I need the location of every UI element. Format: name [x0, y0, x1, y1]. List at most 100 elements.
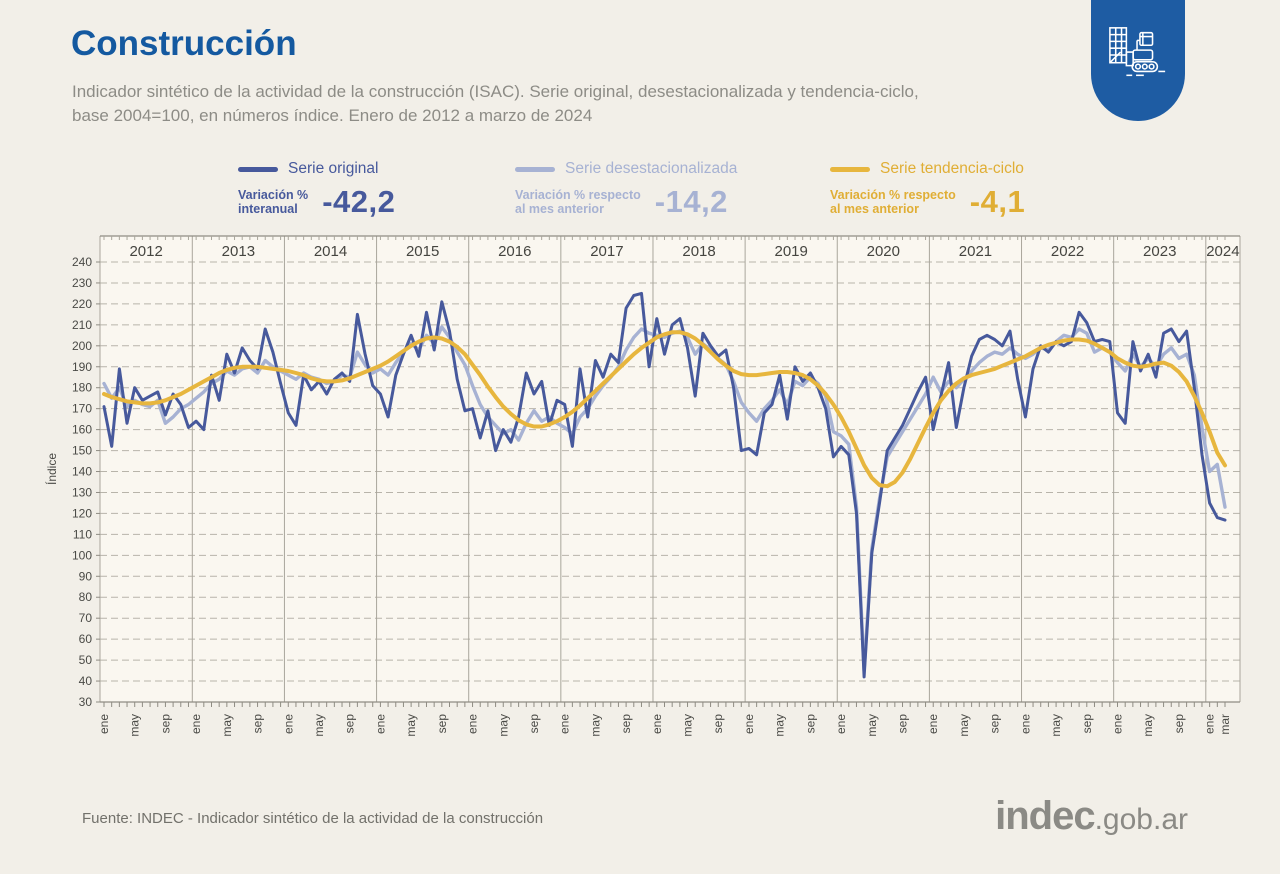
year-label: 2019: [775, 243, 808, 260]
x-tick-label: ene: [189, 714, 203, 734]
x-tick-label: sep: [343, 714, 357, 734]
indec-logo: indec .gob.ar: [995, 794, 1188, 839]
y-tick-label: 70: [79, 611, 93, 625]
x-tick-label: ene: [650, 714, 664, 734]
y-tick-label: 230: [72, 276, 92, 290]
x-tick-label: may: [312, 714, 326, 737]
x-tick-label: ene: [926, 714, 940, 734]
y-tick-label: 170: [72, 402, 92, 416]
year-label: 2018: [682, 243, 715, 260]
y-tick-label: 100: [72, 548, 92, 562]
serie-desestacionalizada-label: Serie desestacionalizada: [565, 160, 738, 177]
indec-logo-text: indec: [995, 794, 1095, 838]
x-tick-label: sep: [1172, 714, 1186, 734]
x-tick-label: ene: [97, 714, 111, 734]
x-tick-label: ene: [742, 714, 756, 734]
indec-domain-suffix: .gob.ar: [1094, 803, 1188, 836]
serie-desestacionalizada-metric-label: Variación % respecto al mes anterior: [515, 188, 641, 216]
serie-tendencia-ciclo-metric-label: Variación % respecto al mes anterior: [830, 188, 956, 216]
serie-tendencia-ciclo-swatch: [830, 166, 870, 172]
year-label: 2014: [314, 243, 347, 260]
year-label: 2017: [590, 243, 623, 260]
y-tick-label: 150: [72, 444, 92, 458]
y-tick-label: 180: [72, 381, 92, 395]
source-note: Fuente: INDEC - Indicador sintético de l…: [82, 810, 544, 827]
x-tick-label: ene: [281, 714, 295, 734]
y-tick-label: 110: [73, 527, 92, 541]
y-tick-label: 220: [72, 297, 92, 311]
subtitle-line-1: Indicador sintético de la actividad de l…: [72, 82, 919, 101]
x-tick-label: may: [128, 714, 142, 737]
plot-area: [100, 236, 1240, 702]
y-tick-label: 40: [79, 674, 93, 688]
y-tick-label: 160: [72, 423, 92, 437]
y-tick-label: 200: [72, 339, 92, 353]
legend-serie-original: Serie original Variación % interanual -4…: [238, 160, 508, 220]
x-tick-label: sep: [896, 714, 910, 734]
x-tick-label: may: [220, 714, 234, 737]
x-tick-label: sep: [527, 714, 541, 734]
x-tick-label: ene: [1203, 714, 1217, 734]
x-tick-label: ene: [834, 714, 848, 734]
serie-tendencia-ciclo-variation-value: -4,1: [969, 184, 1026, 219]
series-line-original: [102, 291, 1227, 679]
year-label: 2023: [1143, 243, 1176, 260]
x-tick-label: ene: [466, 714, 480, 734]
year-label: 2012: [129, 243, 162, 260]
series-line-tendencia-ciclo: [102, 330, 1227, 489]
isac-line-chart: 2012 2013 2014 2015 2016 2017 2018 2019 2020 2021…: [0, 228, 1280, 788]
x-tick-label: sep: [251, 714, 265, 734]
y-tick-label: 130: [72, 485, 92, 499]
chart-svg: 2012 2013 2014 2015 2016 2017 2018 2019 2020 2021…: [44, 235, 1241, 737]
y-tick-label: 240: [72, 255, 92, 269]
y-tick-label: 30: [79, 695, 93, 709]
y-tick-label: 90: [79, 569, 93, 583]
x-tick-label: sep: [988, 714, 1002, 734]
serie-original-variation-value: -42,2: [322, 184, 396, 219]
serie-original-metric-label: Variación % interanual: [238, 188, 309, 216]
serie-tendencia-ciclo-label: Serie tendencia-ciclo: [880, 160, 1024, 177]
year-label: 2016: [498, 243, 531, 260]
x-tick-label: sep: [803, 714, 817, 734]
x-tick-label: ene: [373, 714, 387, 734]
subtitle-line-2: base 2004=100, en números índice. Enero …: [72, 106, 593, 125]
y-tick-label: 210: [72, 318, 92, 332]
x-tick-label: may: [865, 714, 879, 737]
page-subtitle: Indicador sintético de la actividad de l…: [72, 80, 1032, 128]
x-tick-label: may: [588, 714, 602, 737]
construction-section-badge: [1091, 0, 1185, 121]
x-tick-label: may: [496, 714, 510, 737]
legend-serie-tendencia-ciclo: Serie tendencia-ciclo Variación % respec…: [830, 160, 1130, 220]
y-tick-label: 190: [72, 360, 92, 374]
serie-desestacionalizada-swatch: [515, 166, 555, 172]
year-label: 2022: [1051, 243, 1084, 260]
y-tick-label: 120: [72, 506, 92, 520]
x-tick-label: ene: [1018, 714, 1032, 734]
x-tick-label: mar: [1218, 714, 1232, 735]
serie-original-label: Serie original: [288, 160, 379, 177]
x-tick-label: sep: [1080, 714, 1094, 734]
y-tick-label: 50: [79, 653, 93, 667]
x-tick-label: may: [957, 714, 971, 737]
year-label: 2020: [867, 243, 900, 260]
x-tick-label: sep: [158, 714, 172, 734]
year-label: 2024: [1206, 243, 1239, 260]
y-tick-label: 80: [79, 590, 93, 604]
x-tick-label: may: [681, 714, 695, 737]
legend-serie-desestacionalizada: Serie desestacionalizada Variación % res…: [515, 160, 815, 220]
x-tick-label: may: [1141, 714, 1155, 737]
page-title: Construcción: [71, 24, 297, 63]
serie-desestacionalizada-variation-value: -14,2: [654, 184, 728, 219]
x-tick-label: may: [773, 714, 787, 737]
serie-original-swatch: [238, 166, 278, 172]
x-tick-label: ene: [1111, 714, 1125, 734]
construction-machine-icon: [1109, 26, 1166, 76]
x-tick-label: may: [1049, 714, 1063, 737]
y-tick-label: 140: [72, 465, 92, 479]
x-tick-label: sep: [711, 714, 725, 734]
x-tick-label: may: [404, 714, 418, 737]
x-tick-label: sep: [619, 714, 633, 734]
x-tick-label: sep: [435, 714, 449, 734]
y-axis-title: Índice: [44, 453, 59, 485]
